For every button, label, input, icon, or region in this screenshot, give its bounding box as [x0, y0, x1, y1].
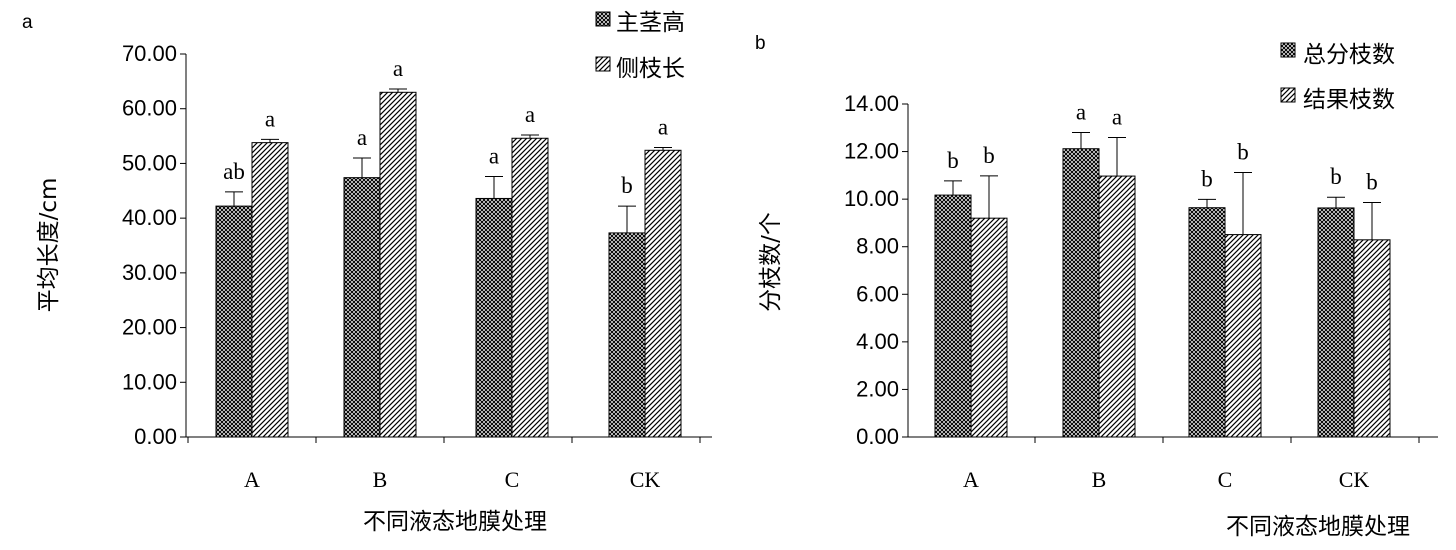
x-axis-title-a: 不同液态地膜处理	[363, 509, 547, 535]
x-tick-label-b-2: C	[1218, 467, 1233, 492]
legend-swatch-a-0	[595, 11, 611, 27]
legend-label-a-0: 主茎高	[616, 10, 685, 36]
y-axis-title-a: 平均长度/cm	[36, 178, 62, 313]
bar-a-s0-2	[475, 197, 513, 438]
bar-a-s1-2	[511, 137, 549, 438]
sig-label-a-s0-0: ab	[223, 159, 245, 184]
sig-label-a-s1-2: a	[525, 102, 535, 127]
y-tick-label-b-2: 4.00	[856, 329, 899, 354]
plot-b: b 0.00 2.00 4.00 6.00 8.00 10.00 12.00 14.00 A B C C…	[755, 33, 1438, 540]
y-tick-label-b-6: 12.00	[844, 139, 899, 164]
sig-label-a-s0-3: b	[621, 173, 633, 198]
legend-swatch-b-0	[1280, 42, 1296, 58]
y-tick-label-b-7: 14.00	[844, 91, 899, 116]
sig-label-a-s1-0: a	[265, 106, 275, 131]
bar-b-s1-0	[970, 217, 1008, 438]
sig-label-a-s1-3: a	[658, 115, 668, 140]
x-tick-label-b-1: B	[1092, 467, 1107, 492]
y-axis-title-b: 分枝数/个	[758, 212, 784, 312]
sig-label-a-s0-2: a	[489, 144, 499, 169]
panel-label-a: a	[22, 12, 33, 33]
y-tick-label-a-6: 60.00	[122, 96, 177, 121]
chart-b-svg: b 0.00 2.00 4.00 6.00 8.00 10.00 12.00 14.00 A B C C…	[755, 33, 1438, 540]
bar-b-s0-1	[1062, 148, 1100, 438]
plot-a: a 0.00 10.00 20.00 30.00 40.00 50.00 60.00 70.00…	[22, 10, 712, 535]
sig-label-b-s1-1: a	[1112, 105, 1122, 130]
legend-label-b-1: 结果枝数	[1303, 87, 1395, 113]
bar-b-s0-2	[1188, 207, 1226, 438]
y-tick-label-a-2: 20.00	[122, 315, 177, 340]
bar-b-s1-2	[1224, 234, 1262, 438]
y-tick-label-a-4: 40.00	[122, 205, 177, 230]
bar-a-s0-1	[343, 177, 381, 438]
bar-b-s0-0	[934, 194, 972, 438]
sig-label-b-s0-3: b	[1330, 164, 1342, 189]
sig-label-b-s1-0: b	[983, 143, 995, 168]
y-tick-label-a-5: 50.00	[122, 150, 177, 175]
y-tick-label-b-3: 6.00	[856, 281, 899, 306]
x-tick-label-a-0: A	[244, 467, 260, 492]
x-tick-label-a-3: CK	[630, 467, 661, 492]
y-tick-label-b-1: 2.00	[856, 376, 899, 401]
bar-b-s0-3	[1317, 207, 1355, 438]
legend-label-a-1: 侧枝长	[616, 56, 685, 82]
sig-label-b-s0-0: b	[947, 148, 959, 173]
x-tick-label-b-0: A	[963, 467, 979, 492]
y-tick-label-b-4: 8.00	[856, 234, 899, 259]
legend-swatch-b-1	[1280, 87, 1296, 103]
sig-label-b-s0-2: b	[1201, 166, 1213, 191]
bar-a-s1-1	[379, 91, 417, 438]
x-tick-label-b-3: CK	[1339, 467, 1370, 492]
y-tick-label-a-7: 70.00	[122, 41, 177, 66]
bar-b-s1-3	[1353, 239, 1391, 438]
legend-swatch-a-1	[595, 56, 611, 72]
chart-panel-a: a 0.00 10.00 20.00 30.00 40.00 50.00 60.00 70.00…	[22, 10, 712, 535]
y-tick-label-a-3: 30.00	[122, 260, 177, 285]
chart-a-svg: a 0.00 10.00 20.00 30.00 40.00 50.00 60.00 70.00…	[22, 10, 712, 535]
bar-a-s0-0	[215, 205, 253, 438]
sig-label-b-s0-1: a	[1076, 100, 1086, 125]
x-tick-label-a-2: C	[505, 467, 520, 492]
y-tick-label-a-1: 10.00	[122, 369, 177, 394]
bar-b-s1-1	[1098, 175, 1136, 438]
panel-label-b: b	[755, 33, 766, 54]
y-tick-label-b-0: 0.00	[856, 424, 899, 449]
sig-label-b-s1-2: b	[1237, 140, 1249, 165]
y-tick-label-a-0: 0.00	[134, 424, 177, 449]
bar-a-s0-3	[608, 232, 646, 438]
sig-label-b-s1-3: b	[1366, 169, 1378, 194]
sig-label-a-s0-1: a	[357, 125, 367, 150]
y-tick-label-b-5: 10.00	[844, 186, 899, 211]
sig-label-a-s1-1: a	[393, 56, 403, 81]
legend-label-b-0: 总分枝数	[1303, 42, 1395, 68]
x-axis-title-b: 不同液态地膜处理	[1226, 514, 1410, 540]
chart-panel-b: b 0.00 2.00 4.00 6.00 8.00 10.00 12.00 14.00 A B C C…	[728, 0, 1456, 550]
x-tick-label-a-1: B	[373, 467, 388, 492]
bar-a-s1-3	[644, 149, 682, 438]
bar-a-s1-0	[251, 142, 289, 438]
